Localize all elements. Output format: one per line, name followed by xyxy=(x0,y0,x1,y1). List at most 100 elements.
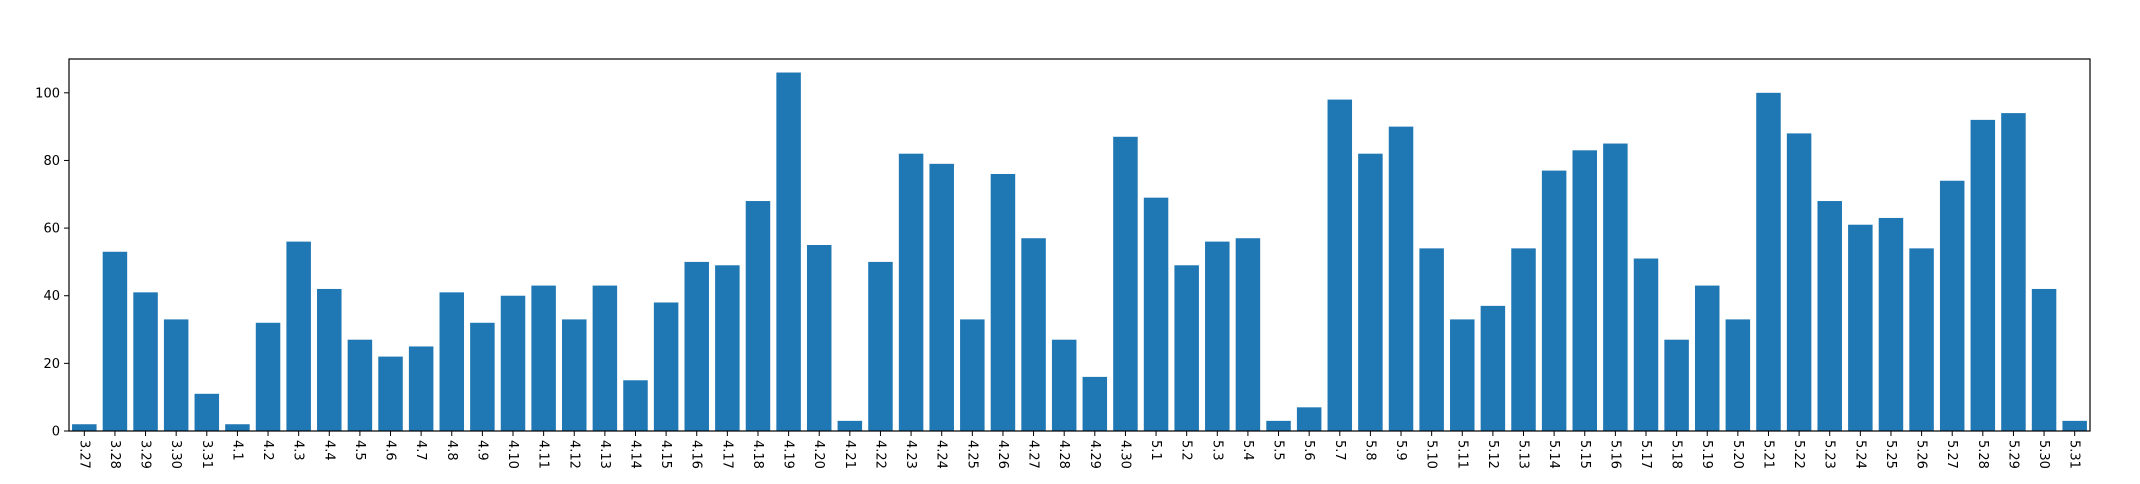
x-tick-label: 5.25 xyxy=(1883,440,1898,469)
bar-4.13 xyxy=(592,285,618,431)
x-tick-label: 4.12 xyxy=(566,440,581,469)
bar-4.5 xyxy=(347,339,373,431)
y-tick-label: 0 xyxy=(52,425,60,440)
bar-5.26 xyxy=(1909,248,1934,431)
bar-5.18 xyxy=(1664,339,1689,431)
x-tick-label: 4.10 xyxy=(505,440,520,469)
x-tick-label: 4.2 xyxy=(260,440,275,461)
x-tick-label: 5.22 xyxy=(1791,440,1806,469)
bar-4.7 xyxy=(408,346,434,431)
bar-5.12 xyxy=(1480,305,1506,431)
x-tick-label: 4.27 xyxy=(1026,440,1041,469)
bar-4.8 xyxy=(439,292,465,431)
x-tick-label: 5.24 xyxy=(1852,440,1867,469)
x-tick-label: 4.23 xyxy=(903,440,918,469)
bar-5.29 xyxy=(2001,113,2026,431)
bar-5.16 xyxy=(1603,143,1628,431)
bar-5.3 xyxy=(1205,241,1230,431)
x-tick-label: 4.29 xyxy=(1087,440,1102,469)
x-tick-label: 5.16 xyxy=(1607,440,1622,469)
x-tick-label: 5.29 xyxy=(2005,440,2020,469)
x-tick-label: 5.21 xyxy=(1760,440,1775,469)
x-tick-label: 4.8 xyxy=(444,440,459,461)
bar-5.10 xyxy=(1419,248,1444,431)
x-tick-label: 4.3 xyxy=(291,440,306,461)
x-tick-label: 5.8 xyxy=(1362,440,1377,461)
x-tick-label: 5.14 xyxy=(1546,440,1561,469)
x-tick-label: 5.18 xyxy=(1669,440,1684,469)
bar-5.13 xyxy=(1511,248,1536,431)
bar-5.27 xyxy=(1939,180,1965,431)
bar-4.16 xyxy=(684,261,709,431)
bar-5.25 xyxy=(1878,217,1904,431)
x-tick-label: 4.1 xyxy=(229,440,244,461)
x-tick-label: 5.27 xyxy=(1944,440,1959,469)
bar-5.2 xyxy=(1174,265,1199,431)
x-tick-label: 4.17 xyxy=(719,440,734,469)
bar-3.30 xyxy=(163,319,189,431)
x-tick-label: 5.20 xyxy=(1730,440,1745,469)
bar-3.28 xyxy=(102,251,128,431)
x-tick-label: 5.28 xyxy=(1975,440,1990,469)
bar-4.15 xyxy=(653,302,679,431)
bars-group xyxy=(72,72,2087,432)
x-tick-label: 3.27 xyxy=(76,440,91,469)
x-tick-label: 3.29 xyxy=(138,440,153,469)
bar-4.2 xyxy=(255,322,281,431)
x-tick-label: 4.11 xyxy=(536,440,551,469)
x-tick-label: 4.30 xyxy=(1117,440,1132,469)
bar-4.3 xyxy=(286,241,311,431)
bar-4.21 xyxy=(837,420,863,431)
x-tick-label: 4.20 xyxy=(811,440,826,469)
y-tick-label: 60 xyxy=(43,222,60,237)
x-tick-label: 4.18 xyxy=(750,440,765,469)
x-tick-label: 3.28 xyxy=(107,440,122,469)
bar-4.26 xyxy=(990,173,1016,431)
bar-4.6 xyxy=(378,356,403,431)
x-tick-label: 4.14 xyxy=(627,440,642,469)
x-tick-label: 5.10 xyxy=(1424,440,1439,469)
x-tick-label: 4.25 xyxy=(964,440,979,469)
bar-4.30 xyxy=(1113,136,1138,432)
bar-5.21 xyxy=(1756,92,1781,432)
bar-4.4 xyxy=(317,288,342,431)
x-tick-label: 5.13 xyxy=(1516,440,1531,469)
x-tick-label: 5.17 xyxy=(1638,440,1653,469)
bar-4.18 xyxy=(745,201,771,431)
x-tick-label: 5.3 xyxy=(1209,440,1224,461)
bar-4.11 xyxy=(531,285,556,431)
bar-5.22 xyxy=(1786,133,1812,431)
bar-4.28 xyxy=(1051,339,1077,431)
x-tick-label: 4.15 xyxy=(658,440,673,469)
bar-5.28 xyxy=(1970,119,1996,431)
x-tick-label: 4.13 xyxy=(597,440,612,469)
bar-5.7 xyxy=(1327,99,1353,431)
x-tick-label: 5.7 xyxy=(1332,440,1347,461)
x-tick-label: 4.21 xyxy=(842,440,857,469)
bar-5.15 xyxy=(1572,150,1597,432)
y-tick-label: 20 xyxy=(43,357,60,372)
bar-5.1 xyxy=(1143,197,1169,431)
y-tick-label: 100 xyxy=(35,86,60,101)
bar-5.30 xyxy=(2031,288,2057,431)
bar-3.27 xyxy=(72,424,97,431)
x-tick-label: 5.26 xyxy=(1914,440,1929,469)
x-tick-label: 5.9 xyxy=(1393,440,1408,461)
x-tick-label: 4.4 xyxy=(321,440,336,461)
x-tick-label: 4.26 xyxy=(995,440,1010,469)
bar-4.29 xyxy=(1082,376,1108,431)
x-tick-label: 4.5 xyxy=(352,440,367,461)
x-tick-label: 4.28 xyxy=(1056,440,1071,469)
bar-4.10 xyxy=(500,295,526,431)
x-tick-label: 5.30 xyxy=(2036,440,2051,469)
bar-5.11 xyxy=(1450,319,1475,431)
bar-4.17 xyxy=(715,265,740,431)
x-tick-label: 5.2 xyxy=(1179,440,1194,461)
bar-4.25 xyxy=(960,319,985,431)
bar-4.22 xyxy=(868,261,893,431)
bar-5.17 xyxy=(1633,258,1659,431)
x-tick-label: 4.19 xyxy=(781,440,796,469)
x-tick-label: 3.31 xyxy=(199,440,214,469)
